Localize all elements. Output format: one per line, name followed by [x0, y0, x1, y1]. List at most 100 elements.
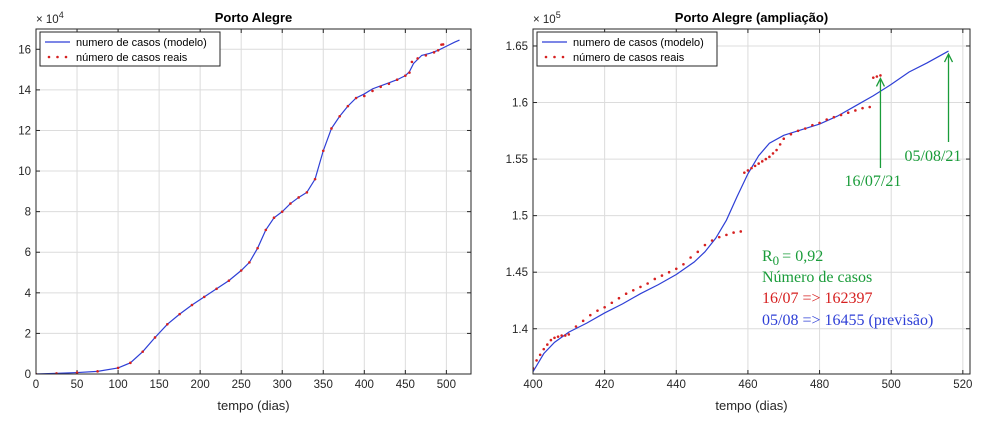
- data-point-real: [436, 49, 440, 52]
- data-point-real: [289, 202, 292, 205]
- data-point-real: [778, 143, 782, 146]
- data-point-real: [818, 121, 821, 125]
- y-exponent-power: 5: [556, 10, 561, 20]
- data-point-real: [839, 113, 843, 117]
- r0-subscript: 0: [773, 253, 780, 268]
- r0-symbol: R: [762, 248, 773, 265]
- data-point-real: [379, 85, 383, 89]
- x-axis-label: tempo (dias): [217, 398, 289, 413]
- y-tick-label: 2: [25, 328, 31, 340]
- data-point-real: [589, 313, 592, 317]
- y-tick-label: 0: [25, 369, 31, 381]
- data-point-real: [639, 285, 642, 289]
- arrow-05-08-head: [943, 52, 954, 63]
- data-point-real: [868, 105, 872, 109]
- data-point-real: [596, 309, 599, 312]
- data-point-real: [542, 347, 546, 351]
- data-point-real: [771, 152, 775, 155]
- legend-swatch-point: [561, 55, 565, 59]
- data-point-real: [239, 269, 243, 272]
- data-point-real: [825, 118, 829, 121]
- x-tick-label: 100: [108, 379, 127, 391]
- data-point-real: [227, 279, 231, 282]
- data-point-real: [660, 274, 664, 277]
- data-point-real: [410, 60, 414, 64]
- data-point-real: [166, 322, 169, 326]
- data-point-real: [75, 371, 79, 374]
- series-2: [36, 43, 445, 374]
- data-point-real: [432, 51, 436, 54]
- data-point-real: [202, 295, 206, 299]
- data-point-real: [574, 325, 578, 328]
- r0-text: R0 = 0,92: [762, 248, 823, 268]
- y-exponent-base: × 10: [533, 14, 556, 26]
- x-tick-label: 50: [71, 379, 84, 391]
- y-tick-label: 1.55: [506, 154, 528, 166]
- x-tick-label: 440: [667, 379, 686, 391]
- data-point-real: [739, 230, 743, 233]
- arrow-16-07-head: [875, 76, 886, 87]
- data-point-real: [750, 166, 753, 170]
- data-point-real: [387, 82, 391, 86]
- data-point-real: [563, 334, 567, 337]
- data-point-real: [264, 228, 268, 232]
- x-tick-label: 500: [437, 379, 456, 391]
- data-point-real: [248, 261, 251, 264]
- chart-panel-1: 0 50 100 150 200 250 300 350 400 450 500 0 2 4 6 8 10 12 1…: [18, 10, 472, 413]
- data-point-real: [153, 336, 157, 339]
- legend-entry: número de casos reais: [573, 52, 685, 64]
- y-exponent-base: × 10: [36, 14, 59, 26]
- x-tick-label: 250: [232, 379, 251, 391]
- data-point-real: [560, 334, 563, 337]
- data-point-real: [556, 335, 560, 338]
- chart-title: Porto Alegre: [215, 10, 293, 25]
- data-point-real: [753, 164, 757, 168]
- data-point-real: [603, 305, 606, 309]
- y-tick-label: 8: [25, 207, 31, 219]
- data-point-real: [811, 123, 814, 127]
- data-point-real: [141, 350, 144, 353]
- data-point-real: [371, 89, 374, 93]
- data-point-real: [725, 233, 728, 237]
- data-point-real: [861, 106, 864, 110]
- x-axis-label: tempo (dias): [715, 398, 787, 413]
- data-point-real: [424, 54, 428, 57]
- axes-box: [35, 28, 472, 375]
- y-tick-label: 12: [18, 125, 31, 137]
- data-point-real: [553, 336, 556, 340]
- data-point-real: [305, 191, 309, 194]
- y-tick-label: 16: [18, 44, 31, 56]
- y-tick-label: 6: [25, 247, 31, 259]
- data-point-real: [710, 239, 714, 242]
- x-tick-label: 0: [33, 379, 39, 391]
- legend-entry: número de casos reais: [76, 52, 188, 64]
- y-exponent-label: × 105: [533, 10, 561, 26]
- data-point-real: [363, 94, 366, 98]
- legend-swatch-point: [553, 55, 556, 59]
- legend-swatch-point: [64, 55, 68, 59]
- data-point-real: [190, 303, 194, 307]
- data-point-real: [567, 333, 571, 336]
- data-point-real: [743, 171, 746, 174]
- chart-panel-2: 400 420 440 460 480 500 520 1.4 1.45 1.5 1.55 1.6 1.…: [506, 10, 973, 413]
- data-point-real: [871, 76, 875, 79]
- plot-area: [36, 29, 471, 374]
- data-point-real: [272, 216, 276, 220]
- data-point-real: [667, 270, 671, 274]
- series-2: [533, 74, 882, 370]
- data-point-real: [416, 57, 419, 60]
- y-tick-label: 1.5: [512, 211, 528, 223]
- data-point-real: [346, 104, 350, 108]
- forecast-line: 05/08 => 16455 (previsão): [762, 312, 933, 329]
- data-point-real: [832, 115, 836, 119]
- data-point-real: [581, 319, 585, 323]
- data-point-real: [338, 114, 341, 118]
- data-point-real: [782, 137, 786, 141]
- x-tick-label: 480: [810, 379, 829, 391]
- data-point-real: [354, 96, 358, 100]
- x-tick-label: 350: [314, 379, 333, 391]
- x-tick-label: 300: [273, 379, 292, 391]
- data-point-real: [624, 292, 628, 295]
- legend: numero de casos (modelo) número de casos …: [39, 31, 221, 67]
